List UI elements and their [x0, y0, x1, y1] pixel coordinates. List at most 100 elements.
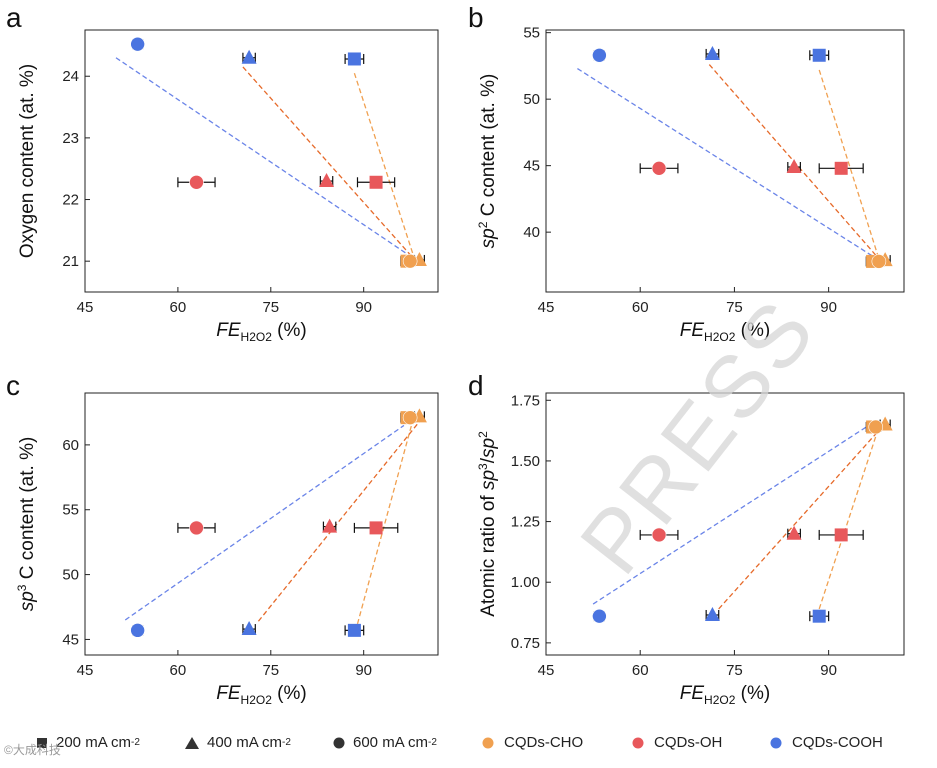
- x-tick-label: 60: [170, 662, 187, 679]
- x-tick-label: 90: [820, 662, 837, 679]
- y-tick-label: 0.75: [511, 635, 540, 652]
- x-tick-label: 90: [820, 299, 837, 316]
- point-cqds-oh-circle: [651, 527, 667, 543]
- legend-item-oh: CQDs-OH: [632, 734, 722, 751]
- legend-label-cooh: CQDs-COOH: [792, 734, 883, 751]
- y-tick-label: 55: [523, 25, 540, 42]
- legend-sup-200: -2: [131, 737, 140, 748]
- y-tick-label: 50: [62, 567, 79, 584]
- point-cqds-cooh-circle: [592, 608, 607, 624]
- y-tick-label: 1.25: [511, 514, 540, 531]
- panel-b: b 45 60 75 90 40 45 50 55 FEH2O2 (%) sp2 C content…: [468, 2, 905, 344]
- x-tick-label: 75: [726, 662, 743, 679]
- point-cqds-oh-circle: [189, 520, 204, 536]
- x-tick-label: 60: [632, 299, 649, 316]
- y-axis-label: sp2 C content (at. %): [476, 74, 499, 249]
- point-cqds-cooh-square: [812, 609, 826, 623]
- axes-frame: [545, 29, 905, 293]
- legend-sup-400: -2: [282, 737, 291, 748]
- y-tick-label: 1.50: [511, 453, 540, 470]
- point-cqds-oh-square: [834, 161, 848, 175]
- x-tick-label: 90: [355, 299, 372, 316]
- point-cqds-cooh-square: [812, 48, 826, 62]
- y-tick-label: 1.00: [511, 574, 540, 591]
- point-cqds-cooh-square: [347, 623, 361, 637]
- y-tick-label: 50: [523, 91, 540, 108]
- legend-sup-600: -2: [428, 737, 437, 748]
- axes-frame: [84, 392, 439, 656]
- legend-label-400: 400 mA cm: [207, 734, 283, 751]
- legend-square-icon: [37, 737, 47, 748]
- panel-c: c 45 60 75 90 45 50 55 60 FEH2O2 (%) sp3 C content…: [6, 370, 439, 707]
- legend-cho-dot-icon: [482, 737, 494, 748]
- fit-line: [818, 69, 880, 259]
- legend-triangle-icon: [185, 736, 199, 749]
- panel-label: c: [6, 370, 20, 401]
- y-tick-label: 24: [62, 68, 79, 85]
- point-cqds-cooh-circle: [592, 47, 607, 63]
- fit-line: [115, 57, 414, 259]
- point-cqds-cho-circle: [871, 254, 887, 269]
- y-tick-label: 22: [62, 192, 79, 209]
- y-tick-label: 60: [62, 437, 79, 454]
- point-cqds-cho-circle: [402, 410, 418, 425]
- point-cqds-oh-square: [369, 175, 383, 189]
- x-tick-label: 45: [538, 662, 555, 679]
- point-cqds-cooh-triangle: [241, 621, 257, 636]
- x-tick-label: 75: [262, 662, 279, 679]
- point-cqds-cooh-circle: [130, 623, 145, 638]
- legend-circle-icon: [333, 737, 345, 748]
- panel-label: b: [468, 2, 484, 33]
- fit-line: [242, 66, 414, 259]
- x-tick-label: 75: [726, 299, 743, 316]
- y-axis-label: Atomic ratio of sp3/sp2: [476, 431, 499, 617]
- y-tick-label: 40: [523, 224, 540, 241]
- point-cqds-oh-square: [369, 521, 383, 535]
- y-tick-label: 45: [62, 631, 79, 648]
- point-cqds-oh-triangle: [786, 525, 802, 540]
- legend-label-600: 600 mA cm: [353, 734, 429, 751]
- point-cqds-cooh-triangle: [241, 49, 257, 64]
- y-axis-label: Oxygen content (at. %): [17, 64, 38, 258]
- y-axis-label: sp3 C content (at. %): [15, 437, 38, 612]
- point-cqds-oh-circle: [189, 174, 204, 190]
- point-cqds-cooh-square: [347, 52, 361, 66]
- legend-oh-dot-icon: [632, 737, 644, 748]
- legend-label-200: 200 mA cm: [56, 734, 132, 751]
- panel-d: d 45 60 75 90 0.75 1.00 1.25 1.50 1.75 FEH2O2 (%) A…: [468, 370, 905, 707]
- point-cqds-oh-square: [834, 528, 848, 542]
- x-axis-label: FEH2O2 (%): [680, 683, 770, 707]
- legend-item-600: 600 mA cm -2: [333, 734, 437, 751]
- x-tick-label: 60: [170, 299, 187, 316]
- legend-item-400: 400 mA cm -2: [185, 734, 291, 751]
- brand-text: ©大成科技: [4, 743, 61, 757]
- legend-label-cho: CQDs-CHO: [504, 734, 584, 751]
- legend-cooh-dot-icon: [770, 737, 782, 748]
- y-tick-label: 55: [62, 502, 79, 519]
- fit-line: [577, 68, 873, 257]
- y-tick-label: 45: [523, 158, 540, 175]
- x-tick-label: 90: [355, 662, 372, 679]
- axes-frame: [84, 29, 439, 293]
- point-cqds-cooh-circle: [130, 36, 145, 52]
- point-cqds-oh-triangle: [786, 158, 802, 173]
- point-cqds-cooh-triangle: [704, 45, 720, 60]
- y-tick-label: 23: [62, 130, 79, 147]
- panel-label: a: [6, 2, 22, 33]
- point-cqds-oh-triangle: [319, 173, 335, 188]
- x-tick-label: 45: [77, 662, 94, 679]
- y-tick-label: 1.75: [511, 392, 540, 409]
- axes-frame: [545, 392, 905, 656]
- point-cqds-cho-circle: [868, 419, 884, 435]
- x-tick-label: 60: [632, 662, 649, 679]
- panel-label: d: [468, 370, 484, 401]
- fit-line: [356, 418, 414, 625]
- legend-label-oh: CQDs-OH: [654, 734, 723, 751]
- fit-line: [818, 426, 880, 610]
- x-axis-label: FEH2O2 (%): [680, 320, 770, 344]
- x-axis-label: FEH2O2 (%): [216, 683, 306, 707]
- legend-item-200: 200 mA cm -2: [36, 734, 140, 751]
- point-cqds-oh-circle: [651, 161, 667, 176]
- x-tick-label: 45: [77, 299, 94, 316]
- figure: a 45 60 75 90 21 22 23 24 FEH2O2 (%) Oxygen conten…: [6, 2, 905, 707]
